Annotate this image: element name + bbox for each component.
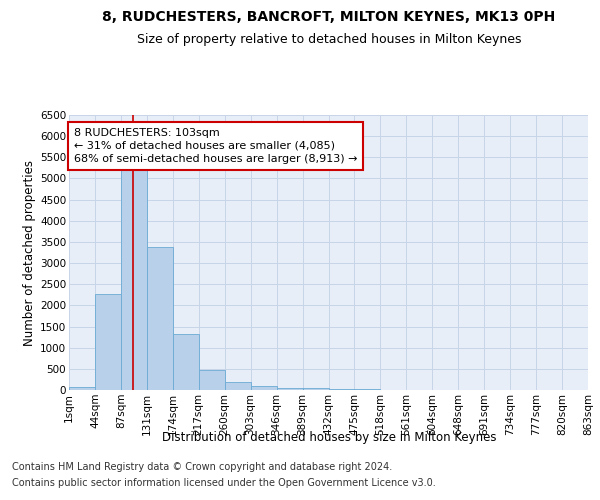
Text: Distribution of detached houses by size in Milton Keynes: Distribution of detached houses by size … [161,431,496,444]
Bar [251,386,277,390]
Bar [121,160,147,390]
Text: Contains HM Land Registry data © Crown copyright and database right 2024.: Contains HM Land Registry data © Crown c… [12,462,392,472]
Bar [302,388,329,390]
Text: 8 RUDCHESTERS: 103sqm
← 31% of detached houses are smaller (4,085)
68% of semi-d: 8 RUDCHESTERS: 103sqm ← 31% of detached … [74,128,357,164]
Bar [225,382,251,390]
Bar [329,388,355,390]
Y-axis label: Number of detached properties: Number of detached properties [23,160,36,346]
Bar [95,294,121,390]
Bar [355,389,380,390]
Text: Size of property relative to detached houses in Milton Keynes: Size of property relative to detached ho… [137,32,521,46]
Bar [277,388,302,390]
Bar [147,248,173,390]
Bar [69,387,95,390]
Bar [173,334,199,390]
Text: Contains public sector information licensed under the Open Government Licence v3: Contains public sector information licen… [12,478,436,488]
Text: 8, RUDCHESTERS, BANCROFT, MILTON KEYNES, MK13 0PH: 8, RUDCHESTERS, BANCROFT, MILTON KEYNES,… [102,10,556,24]
Bar [199,370,224,390]
